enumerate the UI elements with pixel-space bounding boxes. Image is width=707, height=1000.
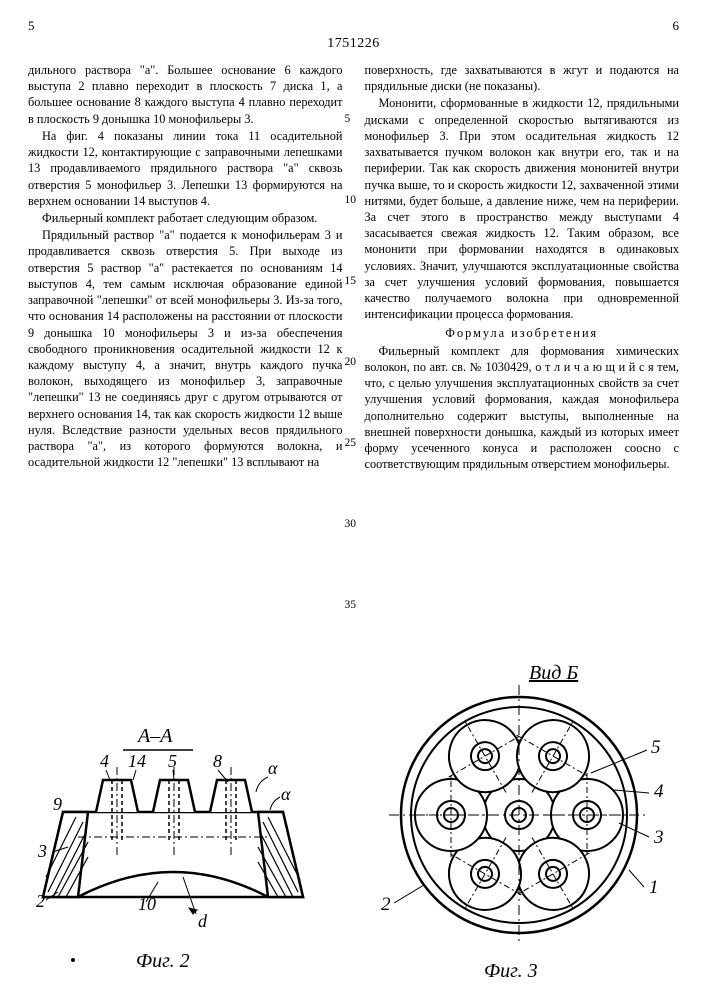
line-numbers: 30 [345,519,359,531]
callout: 9 [53,794,62,814]
callout: 10 [138,894,156,914]
callout: 14 [128,751,146,771]
line-numbers: 10 [345,195,359,207]
page-num-left: 5 [28,18,35,34]
figure-3: Вид Б [359,657,689,987]
callout: 2 [36,891,45,911]
patent-number: 1751226 [28,36,679,52]
para: Фильерный комплект для формования химиче… [365,343,680,473]
line-numbers: 5 [345,114,359,126]
para: На фиг. 4 показаны линии тока 11 осадите… [28,128,343,209]
line-numbers: 20 [345,357,359,369]
para: поверхность, где захватываются в жгут и … [365,62,680,94]
line-numbers: 25 [345,438,359,450]
callout: 1 [649,877,659,898]
para: дильного раствора "а". Большее основание… [28,62,343,127]
right-column: 5 10 15 20 25 30 35 поверхность, где зах… [351,62,680,473]
figure-2: А–А [18,682,328,982]
callout: 4 [100,751,109,771]
line-numbers: 15 [345,276,359,288]
figures-area: А–А [28,657,679,982]
para: Фильерный комплект работает следующим об… [28,210,343,226]
view-label: Вид Б [529,662,578,684]
section-label: А–А [136,725,173,747]
left-column: дильного раствора "а". Большее основание… [28,62,343,473]
page-num-right: 6 [673,18,680,34]
line-numbers: 35 [345,600,359,612]
text-columns: дильного раствора "а". Большее основание… [28,62,679,473]
callout: 5 [651,737,661,758]
callout: α [268,758,278,778]
formula-title: Формула изобретения [365,325,680,341]
callout: 5 [168,751,177,771]
callout: 8 [213,751,222,771]
fig2-caption: Фиг. 2 [136,950,190,972]
callout: α [281,784,291,804]
patent-page: 5 6 1751226 дильного раствора "а". Больш… [0,0,707,1000]
callout: 4 [654,781,664,802]
callout: d [198,911,208,931]
callout: 3 [37,841,47,861]
para: Прядильный раствор "а" подается к монофи… [28,227,343,470]
callout: 2 [381,894,391,915]
header-row: 5 6 [28,18,679,34]
callout: 3 [653,827,664,848]
para: Мононити, сформованные в жидкости 12, пр… [365,95,680,322]
fig3-caption: Фиг. 3 [484,960,538,982]
